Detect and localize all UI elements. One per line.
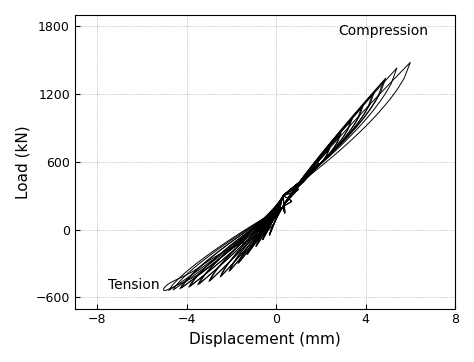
Y-axis label: Load (kN): Load (kN) xyxy=(15,125,30,199)
X-axis label: Displacement (mm): Displacement (mm) xyxy=(189,332,341,347)
Text: Compression: Compression xyxy=(339,24,428,38)
Text: Tension: Tension xyxy=(109,278,160,292)
